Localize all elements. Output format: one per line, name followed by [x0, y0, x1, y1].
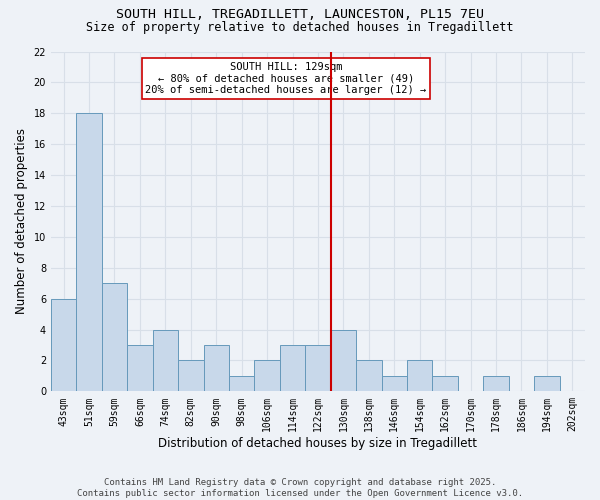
Bar: [51, 298, 76, 392]
Bar: [534, 376, 560, 392]
Text: Contains HM Land Registry data © Crown copyright and database right 2025.
Contai: Contains HM Land Registry data © Crown c…: [77, 478, 523, 498]
Bar: [178, 360, 203, 392]
Bar: [331, 330, 356, 392]
Bar: [254, 360, 280, 392]
Bar: [407, 360, 433, 392]
Bar: [203, 345, 229, 392]
Text: SOUTH HILL: 129sqm
← 80% of detached houses are smaller (49)
20% of semi-detache: SOUTH HILL: 129sqm ← 80% of detached hou…: [145, 62, 427, 95]
Y-axis label: Number of detached properties: Number of detached properties: [15, 128, 28, 314]
Bar: [382, 376, 407, 392]
Bar: [76, 114, 102, 392]
Text: SOUTH HILL, TREGADILLETT, LAUNCESTON, PL15 7EU: SOUTH HILL, TREGADILLETT, LAUNCESTON, PL…: [116, 8, 484, 20]
Bar: [102, 283, 127, 392]
Bar: [152, 330, 178, 392]
Bar: [280, 345, 305, 392]
Bar: [356, 360, 382, 392]
Bar: [229, 376, 254, 392]
Bar: [127, 345, 152, 392]
Bar: [433, 376, 458, 392]
Bar: [305, 345, 331, 392]
Bar: [483, 376, 509, 392]
Text: Size of property relative to detached houses in Tregadillett: Size of property relative to detached ho…: [86, 21, 514, 34]
X-axis label: Distribution of detached houses by size in Tregadillett: Distribution of detached houses by size …: [158, 437, 478, 450]
